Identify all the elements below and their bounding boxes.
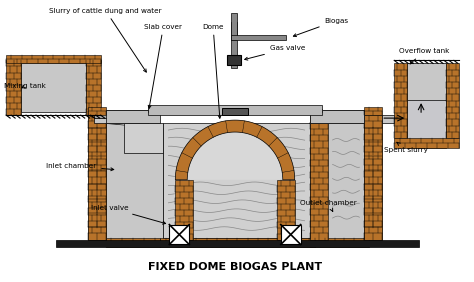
Bar	[164, 123, 310, 237]
Bar	[446, 63, 459, 138]
Bar	[310, 118, 365, 123]
Text: Slab cover: Slab cover	[145, 24, 182, 108]
Bar	[407, 100, 446, 148]
Bar	[394, 63, 407, 138]
Bar	[148, 105, 321, 115]
Polygon shape	[106, 123, 164, 239]
Bar	[231, 34, 286, 41]
Text: Inlet chamber: Inlet chamber	[46, 163, 114, 171]
Bar	[6, 60, 21, 115]
Bar	[86, 60, 100, 115]
Bar	[310, 123, 328, 239]
Polygon shape	[365, 115, 382, 239]
Text: Spent slurry: Spent slurry	[384, 142, 428, 153]
Bar	[227, 56, 241, 65]
Bar	[281, 224, 301, 244]
Polygon shape	[187, 132, 283, 180]
Bar	[407, 63, 446, 138]
Bar	[6, 56, 100, 63]
Bar	[231, 22, 237, 68]
Polygon shape	[175, 120, 295, 180]
Bar	[310, 110, 365, 123]
Text: FIXED DOME BIOGAS PLANT: FIXED DOME BIOGAS PLANT	[148, 262, 322, 272]
Bar	[231, 13, 237, 41]
Bar	[106, 237, 160, 248]
Bar	[88, 107, 106, 115]
Text: Mixing tank: Mixing tank	[4, 83, 46, 89]
Bar	[169, 224, 189, 244]
Polygon shape	[310, 115, 365, 239]
Text: Slurry of cattle dung and water: Slurry of cattle dung and water	[49, 8, 162, 72]
Bar	[106, 110, 160, 123]
Polygon shape	[88, 115, 106, 239]
Bar	[365, 107, 382, 115]
Bar	[148, 109, 321, 112]
Text: Overflow tank: Overflow tank	[399, 49, 449, 64]
Bar	[21, 63, 86, 112]
Bar	[310, 237, 369, 248]
Text: Inlet valve: Inlet valve	[91, 205, 165, 224]
Bar	[222, 108, 248, 115]
Bar	[310, 110, 365, 118]
Bar	[277, 180, 295, 239]
Text: Biogas: Biogas	[293, 17, 349, 37]
Bar	[94, 110, 148, 118]
Bar	[175, 180, 193, 239]
Text: Dome: Dome	[202, 24, 224, 118]
Text: Gas valve: Gas valve	[245, 45, 305, 60]
Bar	[124, 123, 164, 153]
Bar	[56, 239, 419, 248]
Bar	[88, 115, 106, 239]
Bar	[160, 237, 315, 248]
Bar	[94, 118, 148, 123]
Bar	[382, 115, 394, 123]
Bar	[394, 138, 459, 148]
Text: Outlet chamber: Outlet chamber	[300, 200, 356, 211]
Bar	[365, 115, 382, 239]
